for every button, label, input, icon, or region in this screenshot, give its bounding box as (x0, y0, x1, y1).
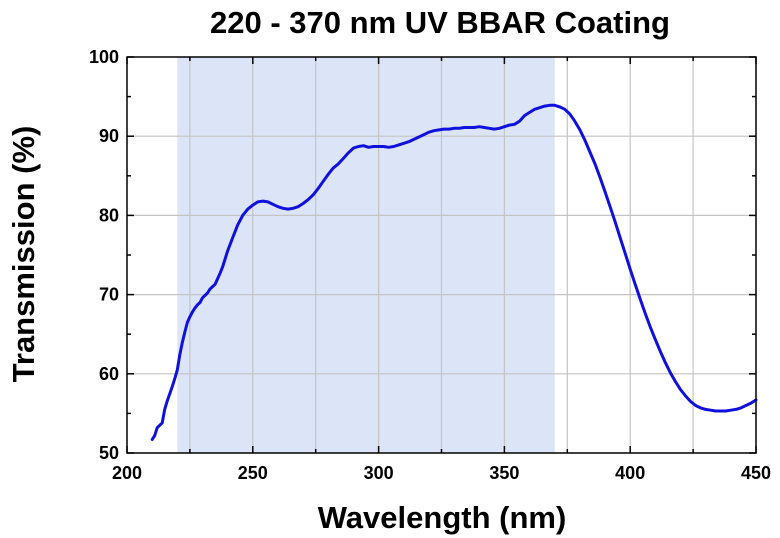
x-tick-label: 200 (112, 463, 142, 483)
x-tick-label: 250 (238, 463, 268, 483)
series-line (150, 103, 758, 441)
x-tick-label: 450 (741, 463, 771, 483)
x-tick-label: 350 (489, 463, 519, 483)
y-axis-label: Transmission (%) (6, 126, 41, 383)
x-tick-label: 300 (364, 463, 394, 483)
x-tick-label: 400 (615, 463, 645, 483)
chart-title: 220 - 370 nm UV BBAR Coating (210, 5, 670, 40)
y-tick-label: 80 (99, 205, 119, 225)
x-axis-label: Wavelength (nm) (318, 500, 567, 535)
y-tick-label: 90 (99, 126, 119, 146)
y-tick-label: 70 (99, 285, 119, 305)
y-tick-label: 100 (89, 47, 119, 67)
y-tick-label: 50 (99, 443, 119, 463)
highlight-band (177, 57, 555, 453)
grid-lines (127, 57, 756, 453)
axis-ticks (126, 56, 757, 454)
tick-labels: 200 250 300 350 400 450 50 60 70 80 90 100 (89, 47, 771, 483)
y-tick-label: 60 (99, 364, 119, 384)
